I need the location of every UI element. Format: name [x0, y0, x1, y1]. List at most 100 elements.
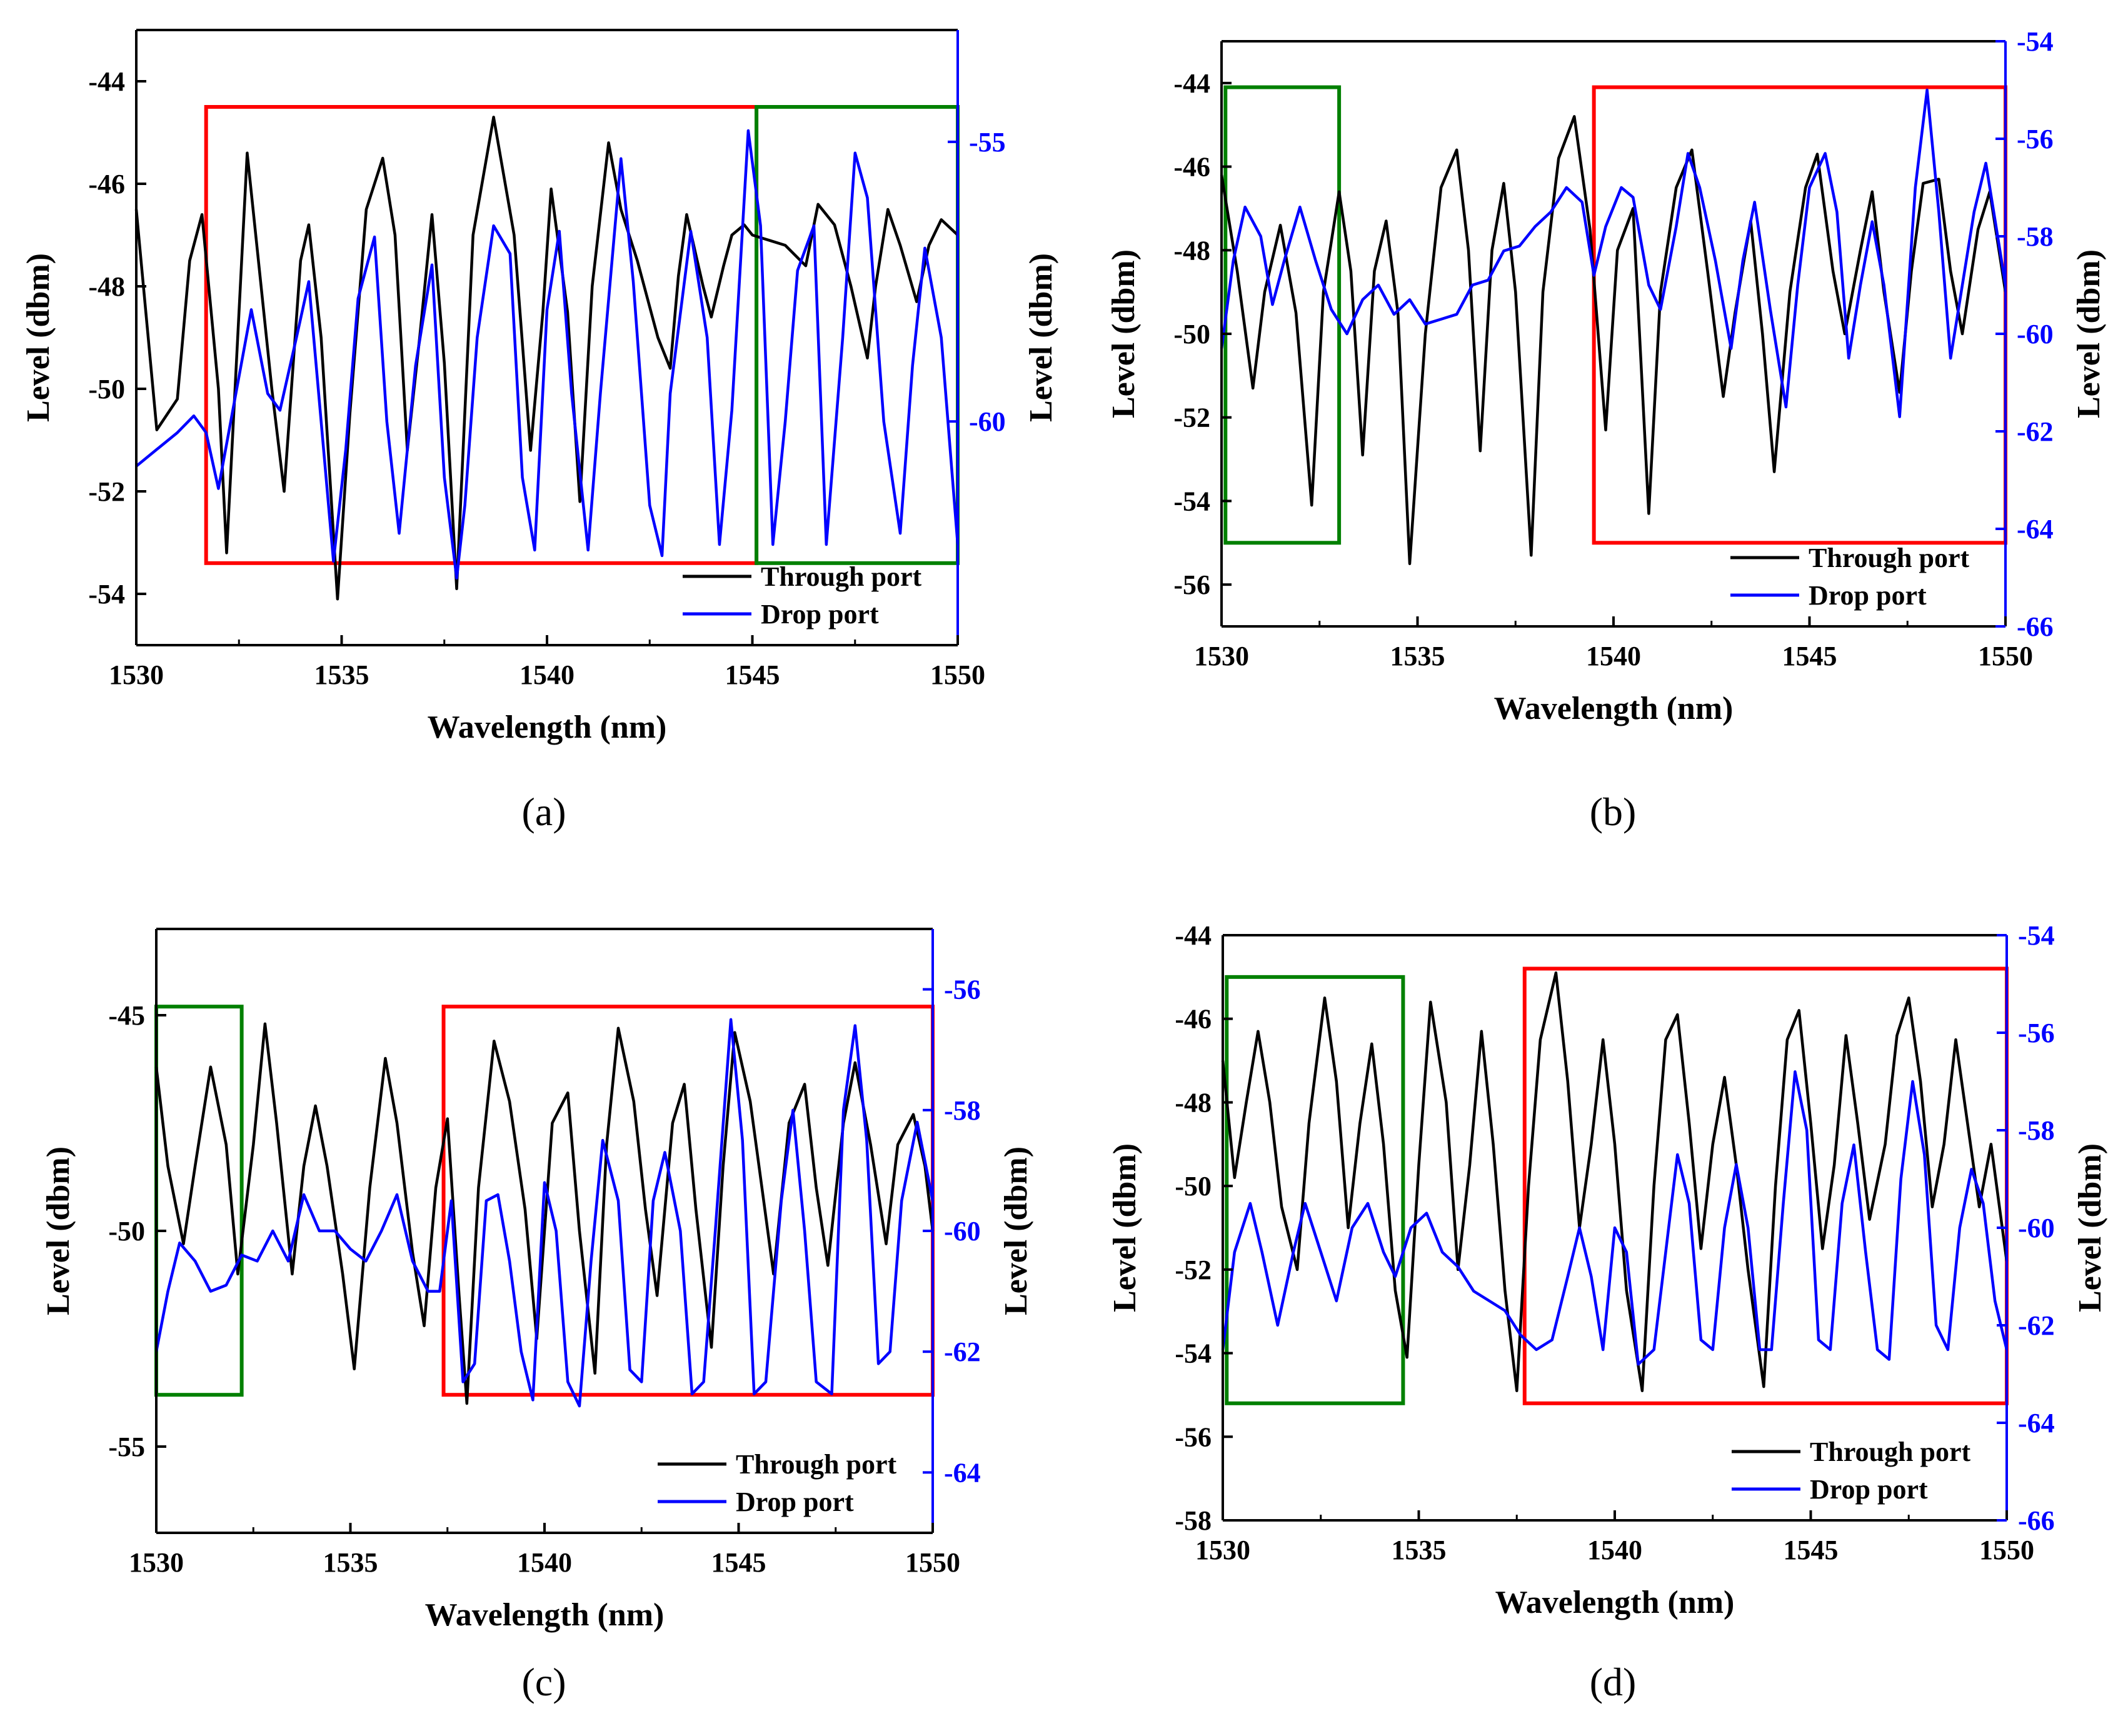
- left-y-tick-label: -52: [88, 476, 125, 507]
- right-y-tick-label: -60: [969, 406, 1006, 437]
- left-y-tick-label: -48: [1173, 235, 1210, 266]
- panel-a: 1530 1535 1540 1545 1550 -54 -52 -50 -48 -46 -44 -6…: [21, 29, 1059, 834]
- right-y-tick-label: -60: [944, 1216, 981, 1247]
- right-y-tick-label: -66: [2018, 1505, 2055, 1536]
- green-highlight-box: [1225, 975, 1405, 1405]
- left-y-tick-label: -44: [88, 66, 125, 97]
- left-y-tick-label: -50: [108, 1216, 145, 1247]
- red-highlight-box: [1592, 85, 2007, 545]
- left-y-tick-label: -54: [1173, 486, 1210, 516]
- x-tick-label: 1545: [711, 1547, 766, 1578]
- legend-through-label: Through port: [1810, 1437, 1970, 1467]
- x-tick-label: 1545: [1784, 1535, 1839, 1565]
- left-y-tick-label: -58: [1175, 1505, 1212, 1536]
- right-y-tick-label: -60: [2017, 319, 2054, 349]
- green-highlight-box: [755, 105, 960, 565]
- right-y-tick-label: -62: [2018, 1310, 2055, 1341]
- left-y-tick-label: -45: [108, 1000, 145, 1031]
- x-tick-label: 1545: [725, 660, 780, 690]
- x-axis-label: Wavelength (nm): [428, 710, 667, 745]
- right-y-tick-label: -64: [944, 1457, 981, 1488]
- right-y-tick-label: -58: [944, 1095, 981, 1126]
- right-y-tick-label: -58: [2018, 1115, 2055, 1146]
- x-tick-label: 1530: [1194, 641, 1249, 671]
- x-axis-label: Wavelength (nm): [425, 1597, 665, 1633]
- drop-port-series-line: [154, 1018, 935, 1408]
- left-y-tick-label: -48: [88, 271, 125, 302]
- x-tick-label: 1545: [1782, 641, 1837, 671]
- through-port-series-line: [1221, 971, 2009, 1392]
- left-y-tick-label: -52: [1173, 403, 1210, 433]
- right-y-tick-label: -54: [2017, 26, 2054, 57]
- x-axis-label: Wavelength (nm): [1495, 1585, 1735, 1620]
- right-y-tick-label: -66: [2017, 611, 2054, 642]
- x-tick-label: 1550: [1979, 1535, 2034, 1565]
- drop-port-series-line: [135, 129, 960, 580]
- left-y-tick-label: -48: [1175, 1087, 1212, 1118]
- panel-d: 1530 1535 1540 1545 1550 -58 -56 -54 -52 -50 -48 -4…: [1107, 920, 2108, 1704]
- left-y-tick-label: -44: [1175, 920, 1212, 951]
- right-y-tick-label: -62: [2017, 416, 2054, 447]
- left-y-tick-label: -44: [1173, 68, 1210, 99]
- left-y-tick-label: -50: [1173, 319, 1210, 349]
- x-tick-label: 1550: [1978, 641, 2033, 671]
- panel-caption: (a): [521, 790, 566, 834]
- left-y-axis-label: Level (dbm): [41, 1146, 76, 1315]
- through-port-series-line: [154, 1022, 935, 1405]
- panel-caption: (d): [1590, 1660, 1637, 1704]
- left-y-tick-label: -50: [88, 374, 125, 404]
- right-y-tick-label: -55: [969, 127, 1006, 158]
- x-tick-label: 1550: [905, 1547, 960, 1578]
- left-y-tick-label: -55: [108, 1432, 145, 1462]
- green-highlight-box: [154, 1005, 244, 1397]
- drop-port-series-line: [1221, 1070, 2009, 1366]
- legend-through-label: Through port: [1809, 543, 1969, 573]
- x-tick-label: 1535: [323, 1547, 378, 1578]
- right-y-tick-label: -62: [944, 1337, 981, 1367]
- right-y-tick-label: -64: [2017, 514, 2054, 544]
- left-y-axis-label: Level (dbm): [1106, 249, 1142, 418]
- x-tick-label: 1535: [1390, 641, 1445, 671]
- legend-drop-label: Drop port: [1810, 1474, 1928, 1505]
- left-y-tick-label: -46: [1175, 1004, 1212, 1035]
- right-y-tick-label: -60: [2018, 1213, 2055, 1243]
- right-y-tick-label: -54: [2018, 920, 2055, 951]
- right-y-axis-label: Level (dbm): [1023, 253, 1059, 422]
- legend-through-label: Through port: [736, 1449, 896, 1480]
- x-tick-label: 1540: [519, 660, 575, 690]
- left-y-axis-label: Level (dbm): [21, 253, 56, 422]
- left-y-tick-label: -46: [1173, 152, 1210, 183]
- left-y-tick-label: -50: [1175, 1171, 1212, 1202]
- panel-c: 1530 1535 1540 1545 1550 -55 -50 -45 -64 -62 -60 -5…: [41, 928, 1034, 1704]
- x-axis-label: Wavelength (nm): [1494, 691, 1734, 726]
- legend-drop-label: Drop port: [761, 599, 879, 630]
- left-y-axis-label: Level (dbm): [1107, 1143, 1143, 1312]
- left-y-tick-label: -54: [88, 579, 125, 610]
- x-tick-label: 1540: [1587, 1535, 1642, 1565]
- right-y-tick-label: -56: [2018, 1018, 2055, 1048]
- right-y-tick-label: -56: [2017, 124, 2054, 154]
- x-tick-label: 1530: [1195, 1535, 1250, 1565]
- left-y-tick-label: -56: [1173, 569, 1210, 600]
- left-y-tick-label: -54: [1175, 1338, 1212, 1369]
- x-tick-label: 1535: [314, 660, 369, 690]
- left-y-tick-label: -52: [1175, 1255, 1212, 1285]
- x-tick-label: 1530: [129, 1547, 184, 1578]
- x-tick-label: 1535: [1392, 1535, 1447, 1565]
- right-y-tick-label: -56: [944, 975, 981, 1005]
- legend-drop-label: Drop port: [736, 1487, 854, 1517]
- panel-b: 1530 1535 1540 1545 1550 -56 -54 -52 -50 -48 -46 -4…: [1106, 26, 2107, 834]
- right-y-axis-label: Level (dbm): [2072, 1143, 2108, 1312]
- left-y-tick-label: -46: [88, 169, 125, 199]
- left-y-tick-label: -56: [1175, 1422, 1212, 1452]
- panel-caption: (b): [1590, 790, 1637, 834]
- right-y-tick-label: -64: [2018, 1408, 2055, 1438]
- legend-through-label: Through port: [761, 561, 921, 592]
- legend-drop-label: Drop port: [1809, 580, 1927, 611]
- through-port-series-line: [1220, 115, 2007, 565]
- right-y-axis-label: Level (dbm): [2071, 249, 2107, 418]
- x-tick-label: 1530: [109, 660, 164, 690]
- x-tick-label: 1550: [930, 660, 985, 690]
